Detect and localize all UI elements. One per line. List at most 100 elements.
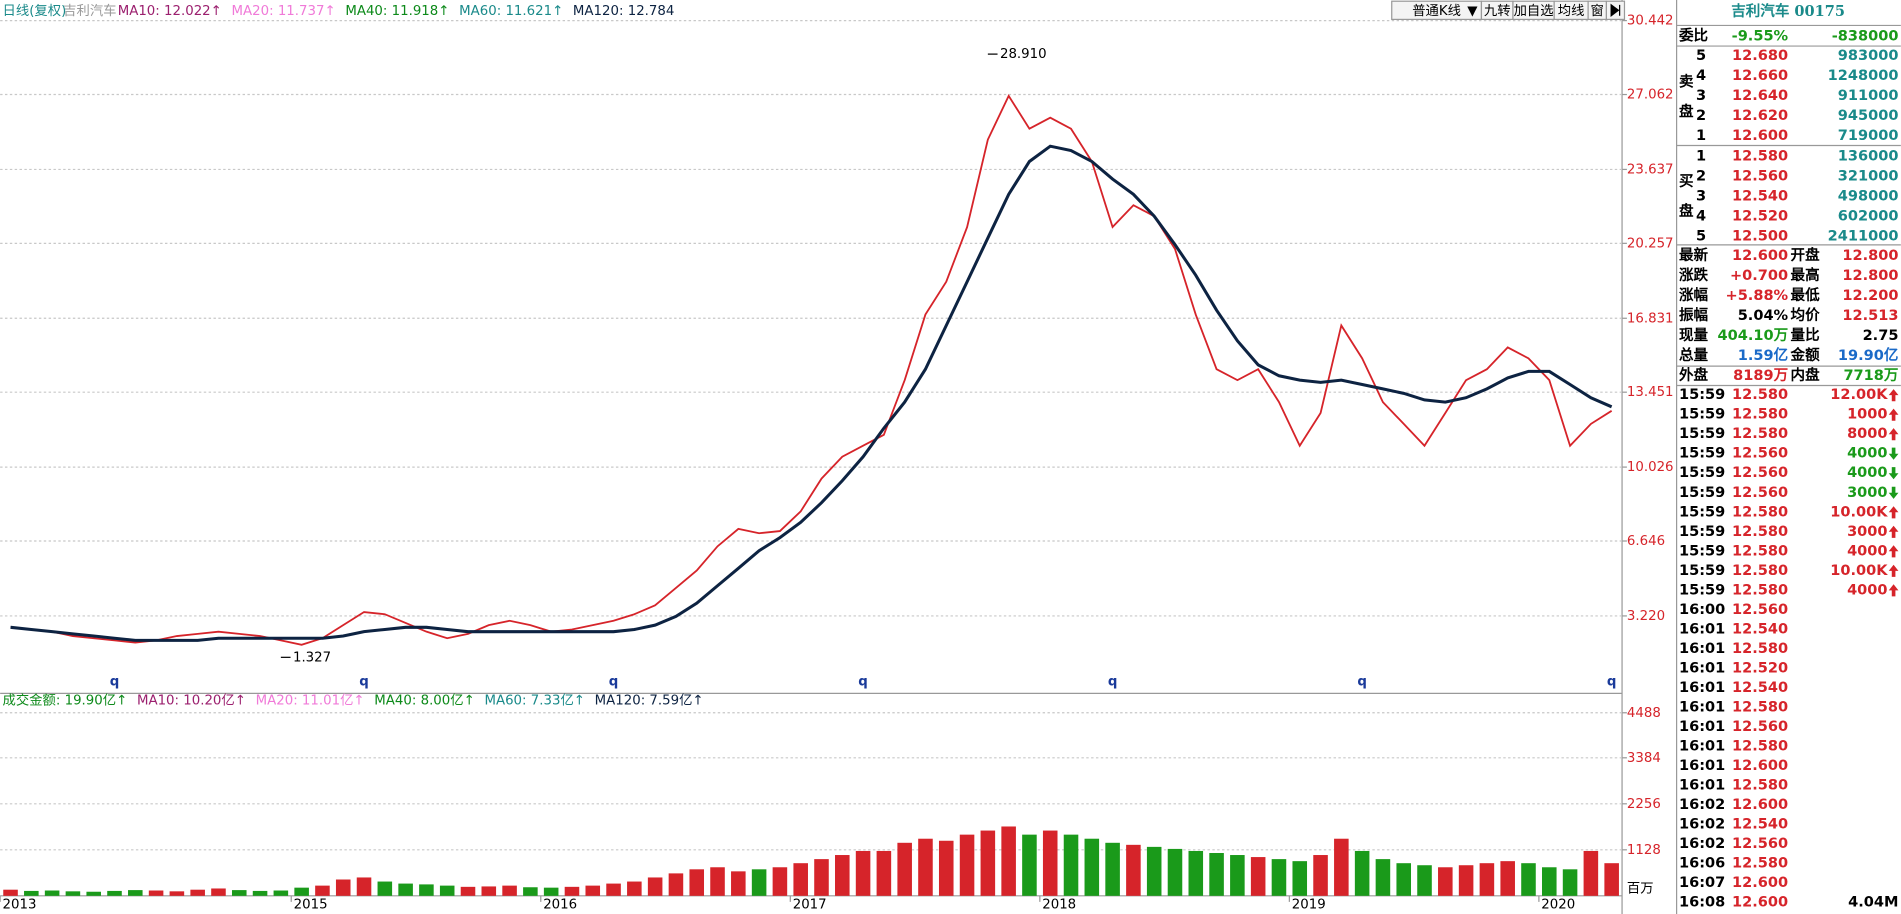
book-volume: 911000 xyxy=(1838,88,1899,104)
toolbar-label[interactable]: 窗 xyxy=(1591,2,1604,19)
stat-value: +5.88% xyxy=(1726,288,1789,304)
tick-arrow xyxy=(1888,389,1899,402)
toolbar-button[interactable] xyxy=(1587,0,1607,21)
stat-label: 量比 xyxy=(1791,326,1820,344)
book-volume: 321000 xyxy=(1838,168,1899,184)
tick-arrow xyxy=(1888,408,1899,421)
tick-price: 12.560 xyxy=(1732,465,1788,481)
volume-bar xyxy=(1458,865,1474,896)
tick-price: 12.580 xyxy=(1732,738,1788,754)
x-tick-label: 2017 xyxy=(793,897,827,912)
volume-bar xyxy=(647,877,663,896)
stat-value: 12.600 xyxy=(1732,248,1788,264)
book-price: 12.580 xyxy=(1732,148,1788,164)
volume-bar xyxy=(1604,863,1619,896)
book-volume: 945000 xyxy=(1838,108,1899,124)
volume-bar xyxy=(1500,861,1515,896)
tick-arrow xyxy=(1888,545,1899,558)
period-label[interactable]: 日线(复权) xyxy=(3,2,67,19)
stat-value: 2.75 xyxy=(1863,328,1899,344)
tick-arrow xyxy=(1888,564,1899,577)
volume-bar xyxy=(128,890,143,896)
tick-volume: 12.00K xyxy=(1830,387,1888,403)
stat-value: 5.04% xyxy=(1738,308,1789,324)
y-tick-label: 4488 xyxy=(1627,706,1661,721)
legend-entry: MA10: 10.20亿↑ xyxy=(137,693,246,709)
period-marker: q xyxy=(1607,674,1617,689)
volume-bar xyxy=(710,867,725,896)
y-tick-label: 2256 xyxy=(1627,797,1661,812)
period-marker: q xyxy=(858,674,868,689)
book-volume: 2411000 xyxy=(1828,228,1899,244)
tick-time: 15:59 xyxy=(1679,582,1725,598)
volume-bar xyxy=(148,890,164,896)
stat-value: 12.800 xyxy=(1842,248,1898,264)
tick-price: 12.580 xyxy=(1732,699,1788,715)
tick-volume: 8000 xyxy=(1847,426,1887,442)
stat-value: 19.90亿 xyxy=(1838,346,1899,364)
tick-price: 12.600 xyxy=(1732,875,1788,891)
toolbar-label[interactable]: 九转 xyxy=(1484,3,1511,19)
stat-label: 最低 xyxy=(1791,286,1821,304)
stat-value: 12.513 xyxy=(1842,308,1898,324)
stat-label: 最高 xyxy=(1791,266,1820,284)
volume-bar xyxy=(1271,859,1287,896)
x-tick-label: 2019 xyxy=(1292,897,1326,912)
stat-label: 内盘 xyxy=(1791,366,1821,384)
tick-time: 16:01 xyxy=(1679,699,1725,715)
volume-bar xyxy=(273,890,289,896)
legend-entry: MA120: 12.784 xyxy=(573,4,674,19)
volume-bar xyxy=(564,886,580,896)
legend-entry: 成交金额: 19.90亿↑ xyxy=(3,692,128,709)
tick-price: 12.560 xyxy=(1732,602,1788,618)
volume-bar xyxy=(44,890,60,896)
volume-bar xyxy=(398,883,413,896)
book-level: 4 xyxy=(1696,68,1706,84)
tick-price: 12.540 xyxy=(1732,621,1788,637)
volume-bar xyxy=(1022,834,1037,896)
volume-bar xyxy=(3,889,18,896)
tick-arrow xyxy=(1888,584,1899,597)
volume-bar xyxy=(855,850,871,896)
expand-icon xyxy=(1610,3,1621,17)
tick-time: 15:59 xyxy=(1679,387,1725,403)
book-level: 4 xyxy=(1696,208,1706,224)
y-tick-label: 3.220 xyxy=(1627,609,1665,624)
tick-price: 12.560 xyxy=(1732,485,1788,501)
volume-bar xyxy=(1292,861,1308,896)
tick-time: 15:59 xyxy=(1679,504,1725,520)
stat-value: 1.59亿 xyxy=(1738,346,1788,364)
toolbar-label[interactable]: 加自选 xyxy=(1514,3,1554,19)
tick-time: 16:08 xyxy=(1679,895,1725,911)
stat-value: +0.700 xyxy=(1730,268,1788,284)
volume-bar xyxy=(1521,863,1536,896)
tick-price: 12.580 xyxy=(1732,582,1788,598)
tick-time: 16:02 xyxy=(1679,817,1725,833)
volume-bar xyxy=(731,871,746,896)
stat-value: 12.200 xyxy=(1842,288,1898,304)
tick-price: 12.560 xyxy=(1732,836,1788,852)
y-tick-label: 3384 xyxy=(1627,751,1661,766)
toolbar-label[interactable]: 普通K线 xyxy=(1412,3,1461,19)
tick-volume: 1000 xyxy=(1847,407,1887,423)
legend-entry: MA60: 11.621↑ xyxy=(459,4,563,19)
volume-bar xyxy=(1209,852,1224,896)
volume-bar xyxy=(1188,850,1204,896)
toolbar-label[interactable]: ▼ xyxy=(1467,4,1478,19)
tick-time: 15:59 xyxy=(1679,543,1725,559)
tick-time: 16:07 xyxy=(1679,875,1725,891)
volume-bar xyxy=(1001,826,1016,896)
tick-time: 16:00 xyxy=(1679,602,1725,618)
toolbar-label[interactable]: 均线 xyxy=(1558,3,1585,19)
book-price: 12.560 xyxy=(1732,168,1788,184)
y-tick-label: 30.442 xyxy=(1627,14,1674,29)
stat-value: 7718万 xyxy=(1843,367,1898,384)
volume-bar xyxy=(1562,869,1578,896)
x-tick-label: 2015 xyxy=(294,897,328,912)
tick-volume: 10.00K xyxy=(1830,504,1888,520)
tick-price: 12.560 xyxy=(1732,446,1788,462)
volume-bar xyxy=(835,855,850,896)
volume-bar xyxy=(959,834,975,896)
